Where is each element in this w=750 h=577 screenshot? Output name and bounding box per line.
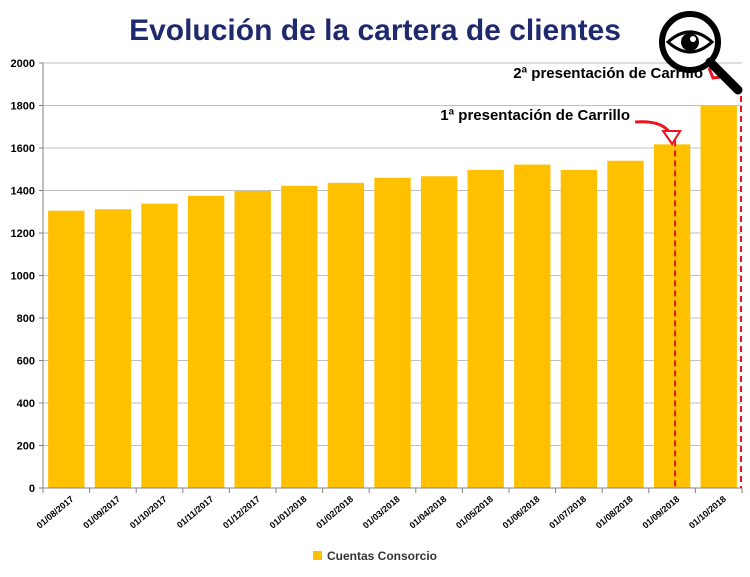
x-tick-label: 01/11/2017	[175, 494, 216, 530]
x-tick-label: 01/10/2018	[687, 494, 728, 531]
annotations: 1ª presentación de Carrillo 2ª presentaci…	[440, 65, 742, 488]
y-tick-label: 1200	[11, 228, 35, 240]
bar	[374, 177, 411, 488]
x-tick-label: 01/02/2018	[314, 494, 355, 531]
magnifier-eye-icon	[659, 11, 743, 95]
annotation-label-1: 1ª presentación de Carrillo	[440, 107, 630, 124]
x-tick-label: 01/04/2018	[407, 494, 448, 531]
y-tick-label: 1400	[11, 186, 35, 198]
y-tick-label: 1800	[11, 101, 35, 113]
bar	[281, 185, 318, 488]
bar	[514, 164, 551, 488]
bar	[94, 209, 132, 488]
bar	[560, 169, 598, 488]
y-tick-label: 600	[17, 356, 35, 368]
bar	[467, 169, 504, 488]
bar	[48, 210, 85, 488]
legend-swatch	[313, 551, 322, 560]
legend-label: Cuentas Consorcio	[327, 549, 437, 563]
x-tick-label: 01/07/2018	[547, 494, 588, 531]
x-tick-label: 01/08/2018	[594, 494, 635, 531]
y-tick-label: 800	[17, 313, 35, 325]
bar	[327, 182, 365, 488]
x-tick-label: 01/12/2017	[221, 494, 262, 531]
bars	[48, 105, 737, 489]
y-tick-label: 2000	[11, 58, 35, 70]
bar	[607, 160, 644, 488]
x-tick-label: 01/03/2018	[361, 494, 402, 531]
y-tick-label: 1000	[11, 271, 35, 283]
bar	[141, 203, 178, 489]
y-tick-label: 200	[17, 441, 35, 453]
bar	[653, 144, 691, 488]
chart-title: Evolución de la cartera de clientes	[129, 14, 621, 47]
x-tick-label: 01/06/2018	[501, 494, 542, 531]
annotation-arrowhead-1	[661, 130, 682, 146]
annotation-label-2: 2ª presentación de Carrillo	[513, 65, 703, 82]
y-tick-label: 400	[17, 398, 35, 410]
bar	[420, 176, 458, 488]
x-tick-label: 01/10/2017	[128, 494, 169, 531]
legend: Cuentas Consorcio	[313, 549, 437, 563]
bar	[700, 105, 737, 488]
y-tick-label: 1600	[11, 143, 35, 155]
x-tick-label: 01/09/2017	[81, 494, 122, 531]
x-tick-label: 01/01/2018	[268, 494, 309, 531]
y-ticks: 0 200 400 600 800 1000 1200 1400 1600 1800 2000	[11, 58, 43, 495]
bar	[187, 195, 225, 488]
bar	[234, 190, 271, 489]
x-tick-label: 01/08/2017	[35, 494, 76, 531]
y-tick-label: 0	[29, 483, 35, 495]
x-tick-label: 01/05/2018	[454, 494, 495, 531]
x-tick-label: 01/09/2018	[640, 494, 681, 531]
x-ticks: 01/08/2017 01/09/2017 01/10/2017 01/11/2017…	[35, 488, 743, 531]
